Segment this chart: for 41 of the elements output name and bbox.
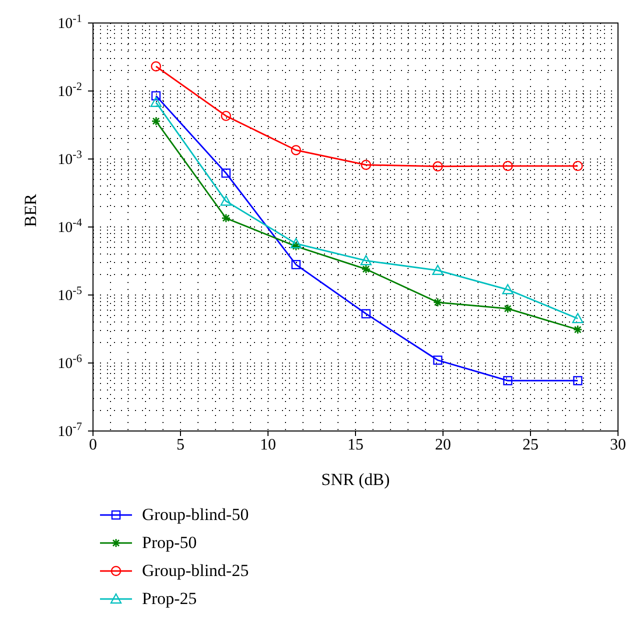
y-tick-label: 10$^{-6}$: [58, 353, 82, 372]
point: [432, 161, 443, 172]
point: [290, 145, 302, 156]
point: [572, 312, 584, 324]
point: [291, 260, 301, 270]
point: [502, 160, 513, 172]
point: [221, 168, 231, 178]
x-tick-label: 20: [435, 436, 451, 454]
x-tick-label: 0: [89, 436, 97, 454]
point: [572, 160, 583, 172]
x-tick-label: 10: [260, 436, 276, 454]
legend-label: Group-blind-50: [142, 505, 249, 525]
point: [573, 376, 582, 386]
point: [360, 160, 372, 170]
y-tick-label: 10$^{-5}$: [58, 285, 82, 304]
point: [151, 91, 161, 100]
point: [361, 309, 371, 318]
legend-label: Prop-25: [142, 589, 197, 609]
point: [290, 238, 302, 248]
legend-label: Group-blind-25: [142, 561, 249, 581]
legend-label: Prop-50: [142, 533, 197, 553]
point: [220, 110, 232, 122]
y-tick-label: 10$^{-4}$: [58, 217, 82, 236]
point: [220, 196, 232, 206]
y-tick-label: 10$^{-1}$: [58, 13, 82, 32]
x-tick-label: 5: [176, 436, 184, 454]
point: [360, 255, 372, 266]
x-tick-label: 25: [522, 436, 538, 454]
x-tick-label: 15: [348, 436, 364, 454]
point: [150, 61, 162, 72]
x-tick-label: 30: [610, 436, 626, 454]
x-axis-title: SNR (dB): [321, 470, 390, 489]
point: [503, 376, 512, 386]
y-tick-label: 10$^{-7}$: [58, 421, 82, 440]
point: [432, 264, 444, 276]
y-tick-label: 10$^{-2}$: [58, 81, 82, 100]
y-axis-title: BER: [21, 193, 40, 227]
point: [433, 356, 442, 365]
point: [150, 96, 162, 107]
y-tick-label: 10$^{-3}$: [58, 149, 82, 168]
point: [502, 284, 514, 294]
